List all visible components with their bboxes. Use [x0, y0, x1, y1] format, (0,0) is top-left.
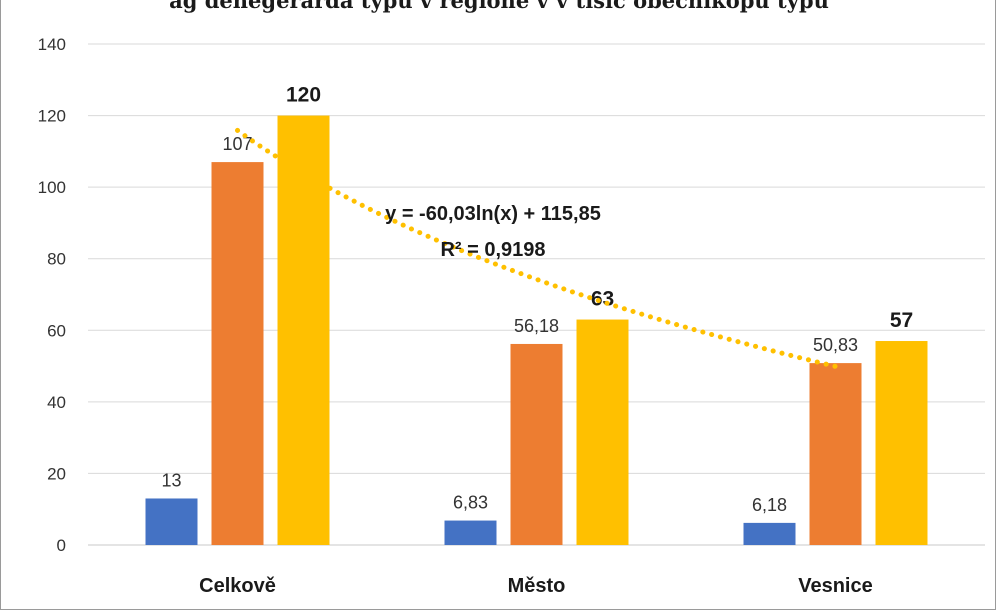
data-labels: 13 107 120 6,83 56,18 63 6,18 50,83 57 [161, 84, 913, 515]
data-label: 13 [161, 470, 181, 490]
trendline: y = -60,03ln(x) + 115,85 R² = 0,9198 [235, 127, 838, 369]
data-label: 120 [286, 84, 321, 107]
data-label: 63 [591, 288, 614, 311]
trendline-equation: y = -60,03ln(x) + 115,85 [385, 203, 601, 225]
y-axis-ticks: 0 20 40 60 80 100 120 140 [38, 35, 66, 555]
x-category-label: Celkově [199, 575, 276, 597]
data-label: 107 [222, 134, 252, 154]
y-tick-label: 0 [57, 536, 66, 555]
data-label: 56,18 [514, 316, 559, 336]
x-axis-categories: Celkově Město Vesnice [199, 575, 873, 597]
bar [211, 162, 264, 546]
trendline-path [235, 127, 838, 369]
bars [145, 115, 928, 546]
x-category-label: Vesnice [798, 575, 873, 597]
x-category-label: Město [508, 575, 566, 597]
y-tick-label: 80 [47, 250, 66, 269]
bar [145, 498, 198, 545]
bar [743, 522, 796, 545]
trendline-r-squared: R² = 0,9198 [440, 239, 545, 261]
chart-title: ag denegerarda typu v regione v v tisíc … [169, 0, 829, 13]
y-tick-label: 120 [38, 107, 66, 126]
y-tick-label: 60 [47, 321, 66, 340]
bar [444, 520, 497, 545]
y-tick-label: 40 [47, 393, 66, 412]
y-tick-label: 20 [47, 464, 66, 483]
bar [510, 343, 563, 545]
y-tick-label: 100 [38, 178, 66, 197]
bar [277, 115, 330, 546]
data-label: 50,83 [813, 335, 858, 355]
data-label: 57 [890, 309, 913, 332]
bar [809, 363, 862, 545]
bar [875, 341, 928, 545]
data-label: 6,18 [752, 495, 787, 515]
y-tick-label: 140 [38, 35, 66, 54]
data-label: 6,83 [453, 493, 488, 513]
bar [576, 319, 629, 545]
